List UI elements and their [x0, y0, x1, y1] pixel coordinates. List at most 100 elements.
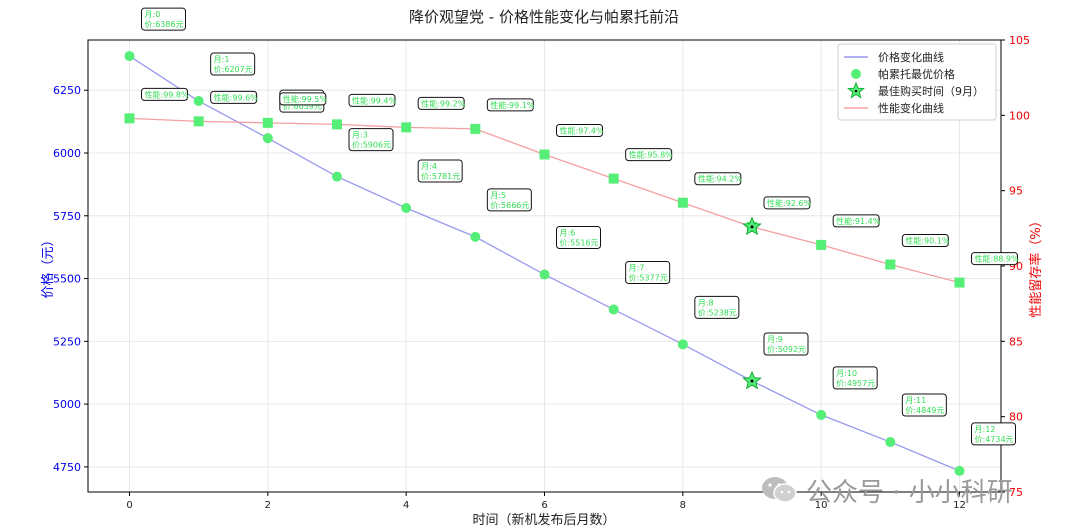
- performance-annotation-text: 性能:92.6%: [767, 198, 812, 208]
- best-time-dot-performance: [750, 225, 754, 229]
- price-annotation-text: 月:10: [836, 369, 857, 378]
- price-annotation: 月:11价:4849元: [901, 393, 947, 417]
- annotations: 月:0价:6386元性能:99.8%月:1价:6207元性能:99.6%月:2价…: [141, 7, 1019, 446]
- y-tick-label-left: 5500: [53, 273, 81, 286]
- performance-annotation-box: [279, 92, 327, 106]
- price-annotation-text: 月:0: [145, 10, 161, 19]
- performance-annotation-box: [141, 87, 188, 101]
- performance-annotation-text: 性能:99.5%: [283, 94, 328, 104]
- legend-label: 帕累托最优价格: [878, 67, 955, 81]
- performance-annotation-box: [971, 252, 1018, 266]
- performance-point: [885, 259, 896, 270]
- price-annotation-text: 月:7: [629, 263, 645, 272]
- performance-annotation-box: [832, 214, 880, 228]
- x-tick-label: 4: [403, 500, 409, 511]
- x-tick-label: 12: [953, 500, 966, 511]
- performance-point: [332, 119, 342, 130]
- performance-annotation: 性能:94.2%: [694, 172, 743, 186]
- price-annotation-text: 价:6207元: [214, 65, 253, 74]
- best-time-dot-price: [750, 379, 754, 383]
- x-tick-label: 0: [126, 500, 132, 511]
- performance-annotation-text: 性能:99.6%: [214, 92, 259, 102]
- price-annotation: 月:9价:5092元: [763, 332, 809, 356]
- price-annotation: 月:8价:5238元: [694, 295, 740, 319]
- performance-annotation-box: [901, 233, 949, 247]
- price-annotation-text: 月:6: [560, 229, 576, 238]
- y-tick-label-right: 105: [1009, 34, 1030, 47]
- performance-point: [193, 116, 204, 127]
- legend-item: 帕累托最优价格: [851, 67, 955, 81]
- performance-annotation-text: 性能:90.1%: [905, 235, 950, 245]
- price-annotation-text: 价:5238元: [698, 308, 737, 317]
- x-axis: 0 2 4 6 8 10 12: [126, 492, 966, 511]
- y-axis-label-right: 性能留存率（%）: [1028, 214, 1044, 317]
- price-annotation-text: 价:5666元: [490, 201, 529, 210]
- price-annotation: 月:12价:4734元: [971, 422, 1016, 446]
- price-annotation-box: [417, 159, 463, 183]
- price-point: [885, 437, 896, 448]
- legend-box: [837, 43, 997, 121]
- price-annotation: 月:6价:5516元: [556, 226, 601, 250]
- legend-swatch-star-dot: [854, 89, 858, 93]
- y-tick-label-left: 6250: [53, 84, 81, 97]
- performance-point: [677, 197, 688, 208]
- performance-annotation-box: [348, 93, 396, 107]
- price-point: [954, 465, 965, 476]
- chart-title: 降价观望党 - 价格性能变化与帕累托前沿: [409, 8, 679, 26]
- price-annotation-box: [348, 128, 394, 152]
- y-tick-label-left: 6000: [53, 147, 81, 160]
- price-annotation-text: 价:6386元: [145, 20, 184, 29]
- price-point: [401, 202, 412, 213]
- performance-point: [539, 149, 550, 160]
- y-tick-label-right: 80: [1009, 411, 1023, 424]
- performance-annotation: 性能:90.1%: [901, 233, 950, 247]
- performance-annotation-box: [556, 124, 603, 138]
- x-tick-label: 2: [265, 500, 271, 511]
- price-annotation-text: 价:4957元: [836, 379, 875, 388]
- left-axis: 4750 5000 5250 5500 5750 6000 6250: [53, 84, 88, 474]
- price-annotation: 月:5价:5666元: [486, 188, 532, 212]
- price-annotation-box: [141, 7, 186, 31]
- price-annotation-text: 价:6059元: [283, 102, 322, 111]
- x-axis-label: 时间（新机发布后月数）: [472, 512, 615, 528]
- price-annotation: 月:4价:5781元: [417, 159, 463, 183]
- price-point: [539, 269, 550, 280]
- performance-annotation-text: 性能:99.4%: [352, 95, 397, 105]
- y-tick-label-left: 5250: [53, 335, 81, 348]
- series-markers: [124, 51, 965, 476]
- price-annotation-box: [625, 260, 671, 284]
- performance-annotation: 性能:99.4%: [348, 93, 397, 107]
- price-annotation-text: 价:4734元: [975, 435, 1014, 444]
- performance-point: [608, 173, 619, 184]
- price-annotation-box: [486, 188, 532, 212]
- price-annotation-text: 价:5516元: [560, 239, 599, 248]
- performance-point: [262, 117, 273, 128]
- price-point: [677, 339, 688, 350]
- performance-annotation-text: 性能:97.4%: [560, 126, 605, 136]
- performance-annotation-box: [694, 172, 742, 186]
- price-annotation-text: 月:8: [698, 298, 714, 307]
- performance-annotation: 性能:99.2%: [417, 96, 466, 110]
- price-annotation-text: 月:12: [975, 425, 996, 434]
- legend-item: 最佳购买时间（9月）: [847, 81, 984, 99]
- performance-annotation-text: 性能:94.2%: [698, 174, 743, 184]
- price-point: [262, 133, 273, 144]
- legend-label: 性能变化曲线: [878, 101, 944, 115]
- price-point: [193, 96, 204, 107]
- performance-annotation-text: 性能:99.2%: [421, 98, 466, 108]
- performance-point: [401, 122, 412, 133]
- performance-annotation: 性能:99.8%: [141, 87, 189, 101]
- performance-point: [124, 113, 135, 124]
- performance-annotation-box: [486, 98, 534, 112]
- price-annotation-text: 价:5906元: [352, 141, 391, 150]
- price-annotation-text: 价:4849元: [905, 406, 944, 415]
- performance-annotation: 性能:99.5%: [279, 92, 328, 106]
- performance-point: [954, 277, 965, 288]
- price-point: [608, 304, 619, 315]
- performance-annotation-box: [763, 196, 811, 210]
- watermark: 公众号 · 小小科研: [760, 470, 1060, 510]
- y-axis-label-left: 价格（元）: [40, 233, 56, 298]
